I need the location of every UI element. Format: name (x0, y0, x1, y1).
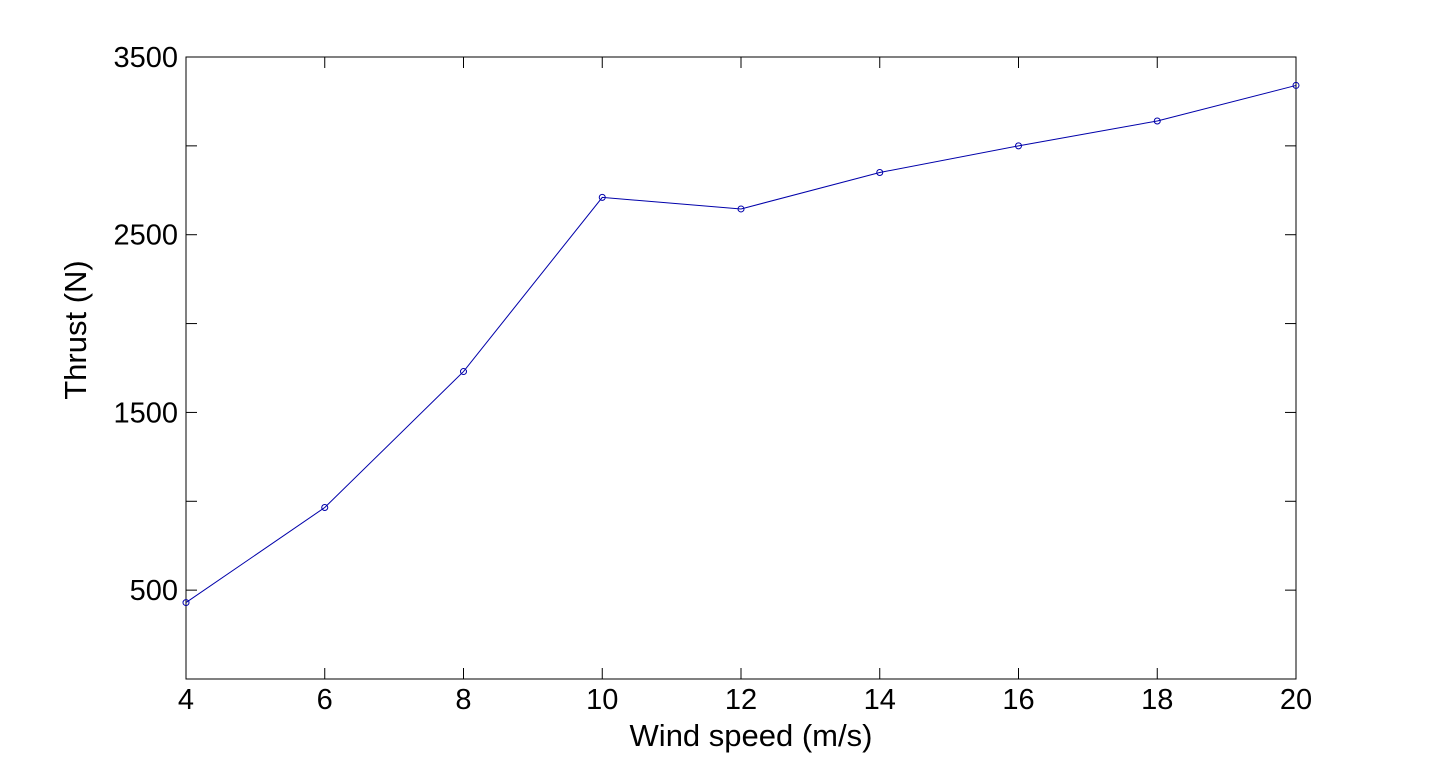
series-layer (182, 81, 1300, 607)
x-tick-label: 4 (178, 684, 194, 716)
data-point (598, 193, 606, 201)
data-point (1153, 117, 1161, 125)
y-tick-label: 2500 (113, 220, 178, 252)
y-tick-label: 500 (130, 575, 178, 607)
x-tick-label: 6 (317, 684, 333, 716)
plot-area (185, 56, 1297, 680)
x-tick-label: 10 (586, 684, 618, 716)
data-point (460, 368, 467, 376)
y-axis-label: Thrust (N) (58, 260, 93, 400)
data-point (182, 599, 190, 607)
x-tick-label: 12 (725, 684, 757, 716)
data-point (737, 205, 745, 213)
axis-ticks: 4 6 8 10 12 14 16 18 20 500 1500 2500 3500 (113, 42, 1312, 716)
data-point (1015, 142, 1022, 150)
data-point (321, 504, 329, 512)
x-axis-label: Wind speed (m/s) (630, 718, 873, 753)
data-point (1292, 81, 1300, 89)
x-tick-label: 18 (1141, 684, 1173, 716)
x-tick-label: 20 (1280, 684, 1312, 716)
x-tick-label: 8 (455, 684, 471, 716)
data-point (876, 169, 884, 177)
x-tick-label: 16 (1002, 684, 1034, 716)
x-tick-label: 14 (864, 684, 896, 716)
y-tick-label: 3500 (113, 42, 178, 74)
series-line (185, 84, 1297, 603)
y-tick-label: 1500 (113, 397, 178, 429)
